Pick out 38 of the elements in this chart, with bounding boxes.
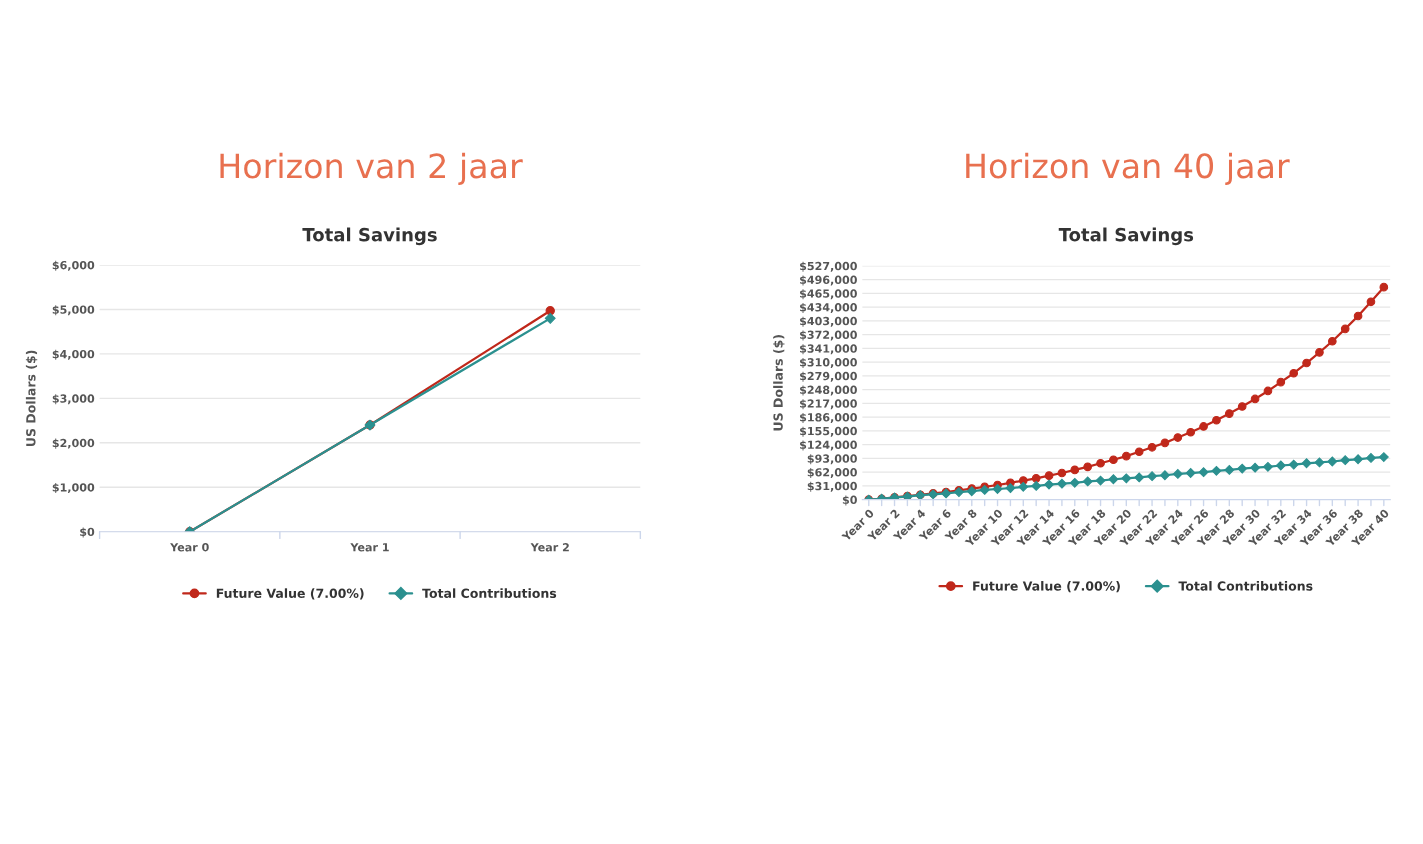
legend-label: Future Value (7.00%)	[216, 588, 364, 600]
y-tick-label: $4,000	[52, 349, 95, 360]
y-axis-title: US Dollars ($)	[773, 335, 785, 431]
y-tick-label: $0	[842, 495, 857, 506]
y-tick-label: $93,000	[807, 454, 857, 465]
legend-label: Total Contributions	[422, 588, 557, 598]
y-tick-label: $31,000	[807, 481, 857, 492]
legend-label: Total Contributions	[1178, 581, 1313, 591]
y-tick-label: $310,000	[800, 357, 857, 368]
y-tick-label: $217,000	[800, 399, 857, 410]
y-tick-label: $186,000	[800, 412, 857, 423]
y-tick-label: $6,000	[52, 260, 95, 271]
y-tick-label: $155,000	[800, 426, 857, 437]
y-tick-label: $5,000	[52, 305, 95, 316]
y-tick-label: $434,000	[800, 302, 857, 313]
y-tick-label: $124,000	[800, 440, 857, 451]
y-tick-label: $403,000	[800, 316, 857, 327]
y-tick-label: $3,000	[52, 394, 95, 405]
y-axis-title: US Dollars ($)	[25, 350, 38, 446]
y-tick-label: $0	[80, 527, 95, 538]
y-tick-label: $527,000	[800, 261, 857, 272]
y-tick-label: $341,000	[800, 344, 857, 355]
x-tick-label: Year 0	[170, 543, 209, 552]
chart-title: Horizon van 2 jaar	[220, 152, 523, 185]
y-tick-label: $62,000	[807, 467, 857, 478]
chart-title: Horizon van 40 jaar	[966, 152, 1290, 185]
chart-subtitle: Total Savings	[302, 227, 437, 246]
x-tick-label: Year 1	[350, 543, 389, 552]
x-tick-label: Year 2	[530, 543, 569, 552]
y-tick-label: $496,000	[800, 275, 857, 286]
y-tick-label: $248,000	[800, 385, 857, 396]
y-tick-label: $1,000	[52, 483, 95, 494]
y-tick-label: $465,000	[800, 289, 857, 300]
chart-subtitle: Total Savings	[1058, 227, 1194, 246]
y-tick-label: $279,000	[800, 371, 857, 382]
y-tick-label: $372,000	[800, 330, 857, 341]
legend-label: Future Value (7.00%)	[973, 581, 1120, 593]
y-tick-label: $2,000	[52, 438, 95, 449]
